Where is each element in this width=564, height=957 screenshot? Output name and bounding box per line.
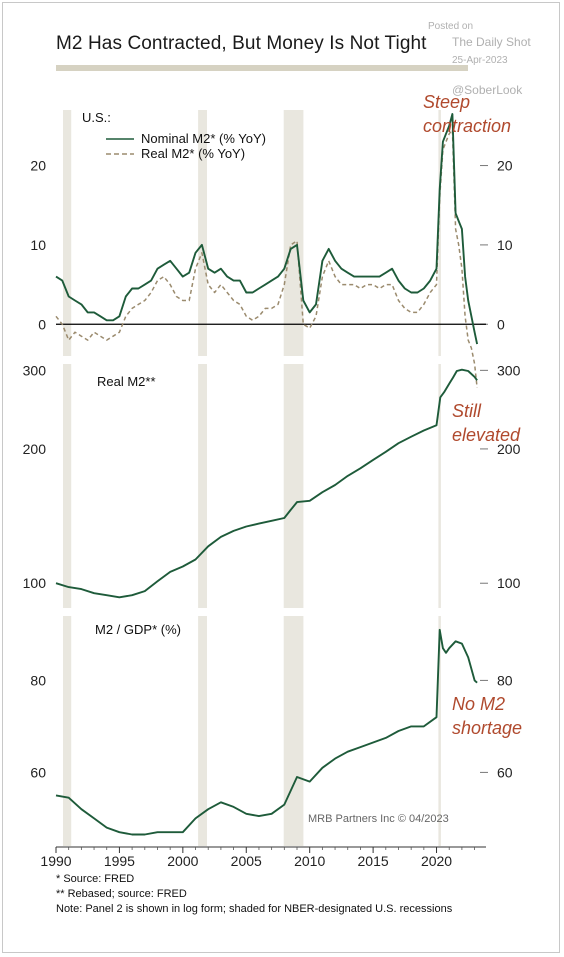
x-axis: 1990 1995 2000 2005 2010 2015 2020 [40, 846, 486, 869]
y-tick-label-right: 20 [497, 158, 513, 174]
y-tick-label-right: 300 [497, 362, 521, 378]
y-tick-label-left: 60 [30, 764, 46, 780]
recession-band [198, 616, 207, 846]
y-tick-label-left: 200 [23, 441, 47, 457]
recession-band [438, 616, 441, 846]
recession-band [63, 616, 72, 846]
y-tick-label-left: 10 [30, 237, 46, 253]
footnote-note: Note: Panel 2 is shown in log form; shad… [56, 903, 453, 915]
panel-3: 60 60 80 80 M2 / GDP* (%) No M2 shortage [30, 616, 522, 846]
recession-band [438, 364, 441, 608]
recession-band [198, 110, 207, 356]
annotation-text: shortage [452, 718, 522, 738]
x-tick-label: 2020 [421, 853, 452, 869]
recession-band [198, 364, 207, 608]
recession-band [283, 616, 304, 846]
panel-title: M2 / GDP* (%) [95, 622, 181, 637]
footnote-rebased: ** Rebased; source: FRED [56, 888, 187, 900]
y-tick-label-left: 80 [30, 672, 46, 688]
watermark-date: 25-Apr-2023 [452, 55, 508, 66]
title-underline [56, 65, 468, 71]
series-line-nominal [55, 113, 479, 345]
recession-band [283, 110, 304, 356]
y-tick-label-left: 100 [23, 575, 47, 591]
y-tick-label-right: 200 [497, 441, 521, 457]
chart-title: M2 Has Contracted, But Money Is Not Tigh… [56, 33, 427, 54]
x-tick-label: 2000 [167, 853, 198, 869]
legend-label: Real M2* (% YoY) [141, 146, 245, 161]
x-tick-label: 1995 [104, 853, 135, 869]
annotation-text: contraction [423, 116, 511, 136]
y-tick-label-right: 100 [497, 575, 521, 591]
x-tick-label: 1990 [40, 853, 71, 869]
footnote-source: * Source: FRED [56, 873, 135, 885]
x-tick-label: 2010 [294, 853, 325, 869]
series-line-nominal [55, 628, 478, 836]
y-tick-label-left: 20 [30, 158, 46, 174]
recession-band [63, 364, 72, 608]
legend-label: Nominal M2* (% YoY) [141, 131, 266, 146]
watermark-posted: Posted on [428, 21, 474, 32]
y-tick-label-left: 300 [23, 362, 47, 378]
y-tick-label-right: 60 [497, 764, 513, 780]
y-tick-label-right: 10 [497, 237, 513, 253]
watermark-handle: @SoberLook [452, 83, 523, 97]
recession-band [63, 110, 72, 356]
y-tick-label-right: 80 [497, 672, 513, 688]
recession-band [283, 364, 304, 608]
y-tick-label-right: 0 [497, 316, 505, 332]
panel-2: 100 100 200 200 300 300 Real M2** Still elevated [23, 362, 521, 608]
x-tick-label: 2015 [358, 853, 389, 869]
annotation-text: Still [452, 401, 482, 421]
recession-band [438, 110, 441, 356]
annotation-text: elevated [452, 425, 521, 445]
series-line-nominal [55, 368, 478, 599]
watermark-source: The Daily Shot [452, 35, 531, 49]
panel-title: Real M2** [97, 374, 156, 389]
annotation-text: Steep [423, 92, 470, 112]
x-tick-label: 2005 [231, 853, 262, 869]
annotation-text: No M2 [452, 694, 505, 714]
y-tick-label-left: 0 [38, 316, 46, 332]
footnotes: * Source: FRED ** Rebased; source: FRED … [56, 872, 452, 917]
panel-title: U.S.: [82, 110, 111, 125]
credit-text: MRB Partners Inc © 04/2023 [308, 813, 449, 825]
series-line-real [55, 129, 478, 388]
